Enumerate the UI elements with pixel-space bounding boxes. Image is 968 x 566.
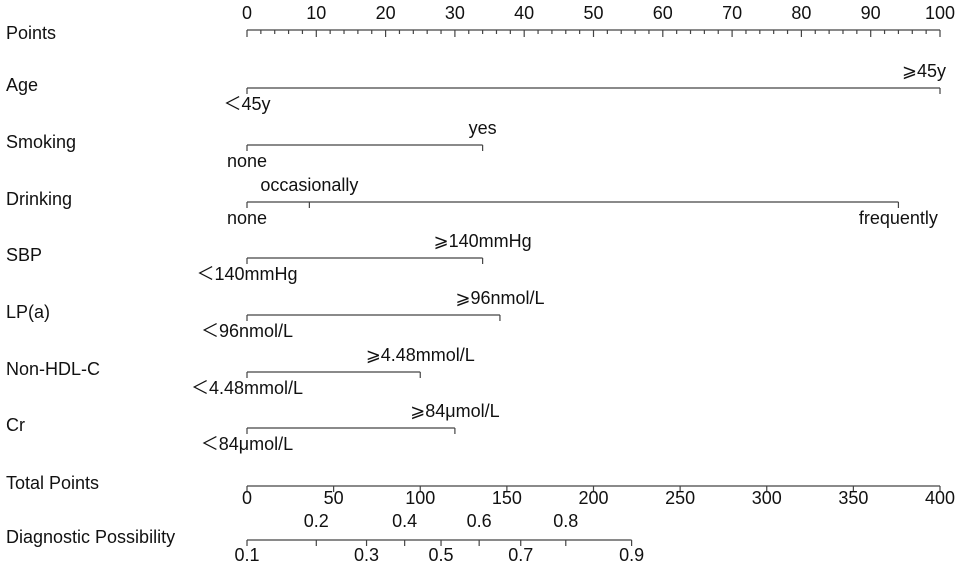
tick-label: 200	[578, 488, 608, 508]
row-label: Cr	[6, 415, 25, 435]
level-label: ＜96nmol/L	[201, 321, 293, 341]
level-label: ⩾96nmol/L	[455, 288, 544, 308]
tick-label: 30	[445, 3, 465, 23]
tick-label: 0	[242, 3, 252, 23]
tick-label: 0.7	[508, 545, 533, 565]
tick-label: 90	[861, 3, 881, 23]
tick-label: 350	[838, 488, 868, 508]
tick-label: 70	[722, 3, 742, 23]
level-label: ⩾4.48mmol/L	[366, 345, 475, 365]
level-label: ＜4.48mmol/L	[191, 378, 303, 398]
level-label: frequently	[859, 208, 938, 228]
tick-label: 300	[752, 488, 782, 508]
level-label: occasionally	[260, 175, 358, 195]
tick-label: 40	[514, 3, 534, 23]
level-label: ⩾140mmHg	[434, 231, 532, 251]
level-label: ＜84μmol/L	[201, 434, 293, 454]
row-label: Smoking	[6, 132, 76, 152]
tick-label: 250	[665, 488, 695, 508]
level-label: ⩾84μmol/L	[410, 401, 500, 421]
tick-label: 50	[583, 3, 603, 23]
tick-label: 0.8	[553, 511, 578, 531]
tick-label: 400	[925, 488, 955, 508]
tick-label: 150	[492, 488, 522, 508]
tick-label: 0.5	[429, 545, 454, 565]
level-label: yes	[469, 118, 497, 138]
tick-label: 0.3	[354, 545, 379, 565]
level-label: ＜140mmHg	[196, 264, 297, 284]
tick-label: 50	[324, 488, 344, 508]
row-label: Diagnostic Possibility	[6, 527, 175, 547]
level-label: none	[227, 208, 267, 228]
level-label: none	[227, 151, 267, 171]
level-label: ⩾45y	[902, 61, 946, 81]
tick-label: 60	[653, 3, 673, 23]
row-label: Non-HDL-C	[6, 359, 100, 379]
row-label: SBP	[6, 245, 42, 265]
tick-label: 0.1	[234, 545, 259, 565]
tick-label: 0	[242, 488, 252, 508]
tick-label: 20	[376, 3, 396, 23]
tick-label: 0.4	[392, 511, 417, 531]
tick-label: 0.6	[467, 511, 492, 531]
tick-label: 0.9	[619, 545, 644, 565]
row-label: Points	[6, 23, 56, 43]
tick-label: 80	[791, 3, 811, 23]
tick-label: 100	[405, 488, 435, 508]
tick-label: 100	[925, 3, 955, 23]
tick-label: 0.2	[304, 511, 329, 531]
row-label: LP(a)	[6, 302, 50, 322]
level-label: ＜45y	[223, 94, 270, 114]
row-label: Drinking	[6, 189, 72, 209]
tick-label: 10	[306, 3, 326, 23]
row-label: Total Points	[6, 473, 99, 493]
row-label: Age	[6, 75, 38, 95]
